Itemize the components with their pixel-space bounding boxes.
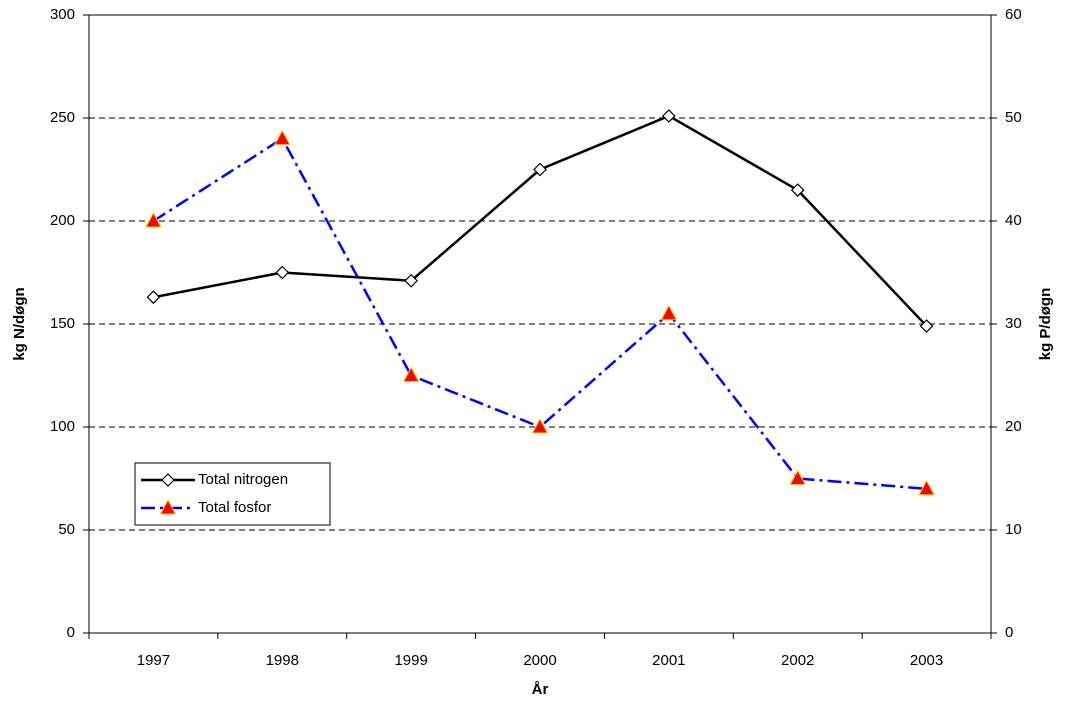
y2-tick-label: 30	[1005, 315, 1022, 332]
point-marker	[790, 183, 805, 197]
y-axis-title: kg N/døgn	[11, 287, 28, 360]
point-marker	[404, 273, 418, 288]
y2-tick-label: 10	[1005, 521, 1022, 538]
x-tick-label: 1997	[137, 652, 170, 669]
point-marker	[789, 469, 807, 485]
y2-axis-title: kg P/døgn	[1037, 288, 1054, 361]
x-tick-label: 2003	[910, 652, 943, 669]
y2-tick-label: 0	[1005, 624, 1013, 641]
legend: Total nitrogen Total fosfor	[134, 462, 331, 526]
y2-tick-label: 20	[1005, 418, 1022, 435]
y-tick-label: 50	[58, 521, 75, 538]
y2-tick-label: 40	[1005, 212, 1022, 229]
legend-box	[134, 462, 331, 526]
x-axis-title: År	[532, 681, 549, 698]
legend-marker	[159, 498, 177, 515]
x-tick-label: 2001	[652, 652, 685, 669]
series-line	[152, 136, 927, 491]
legend-label: Total nitrogen	[198, 471, 288, 488]
y-tick-label: 150	[50, 315, 75, 332]
point-marker	[660, 304, 678, 321]
point-marker	[402, 366, 420, 382]
y-tick-label: 0	[67, 624, 75, 641]
legend-label: Total fosfor	[198, 499, 271, 516]
point-marker	[146, 290, 161, 305]
point-marker	[145, 211, 162, 228]
point-marker	[662, 109, 676, 123]
y-tick-label: 200	[50, 212, 75, 229]
point-marker	[273, 129, 291, 146]
x-tick-label: 2002	[781, 652, 814, 669]
x-tick-label: 1998	[266, 652, 299, 669]
x-tick-label: 2000	[523, 652, 556, 669]
point-marker	[533, 162, 547, 177]
point-marker	[919, 319, 934, 333]
y-tick-label: 300	[50, 6, 75, 23]
y-tick-label: 250	[50, 109, 75, 126]
point-marker	[275, 265, 290, 280]
x-tick-label: 1999	[394, 652, 427, 669]
legend-marker	[161, 473, 175, 487]
y2-tick-label: 60	[1005, 6, 1022, 23]
point-marker	[918, 479, 935, 496]
y-tick-label: 100	[50, 418, 75, 435]
point-marker	[531, 417, 549, 434]
y2-tick-label: 50	[1005, 109, 1022, 126]
